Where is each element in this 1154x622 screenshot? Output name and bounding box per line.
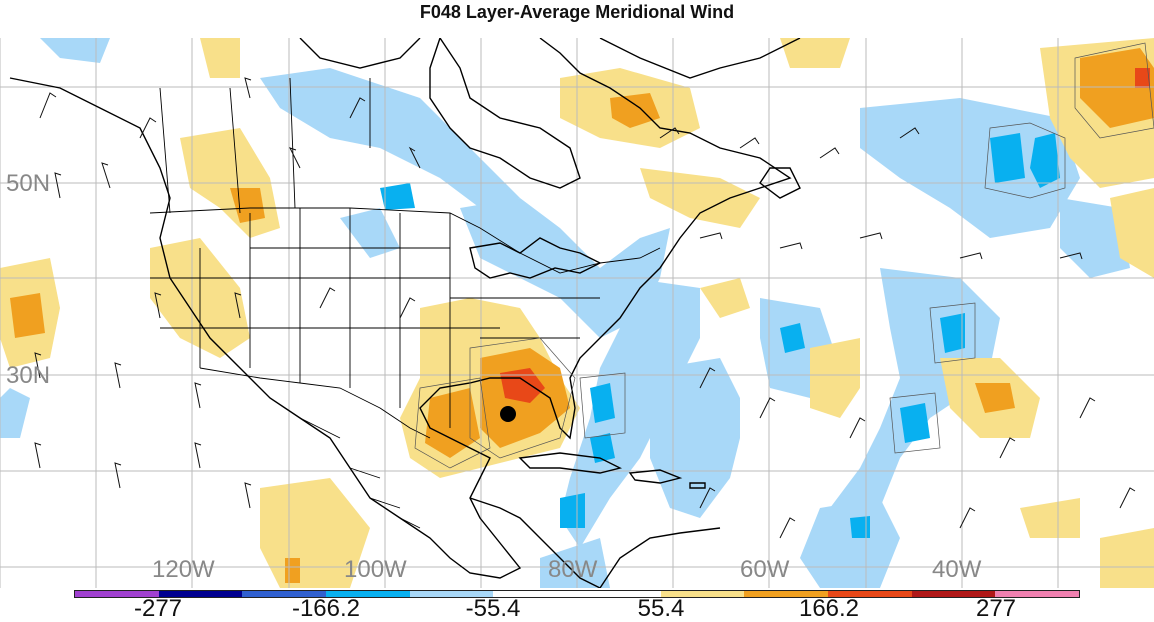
colorbar-segment-10 [911, 591, 996, 597]
shade-cyan-east-coast [590, 383, 615, 423]
lon-label-120w: 120W [152, 556, 215, 583]
colorbar-segment-4 [409, 591, 494, 597]
mexico-states [299, 417, 421, 529]
page-title: F048 Layer-Average Meridional Wind [419, 2, 735, 22]
arctic-islands [299, 38, 421, 69]
shade-yellow-labrador [640, 168, 760, 228]
colorbar-segment-6 [577, 591, 661, 597]
shade-blue-gulf-small [340, 208, 400, 258]
shade-blue-pacific [0, 388, 30, 438]
lon-label-60w: 60W [740, 556, 790, 583]
shade-yellow-nw [200, 38, 240, 78]
contour-lines [414, 42, 1154, 469]
coastlines [9, 38, 801, 588]
colorbar-segment-8 [744, 591, 829, 597]
shade-orange-hudson [610, 93, 660, 128]
north-america-outline [9, 38, 792, 579]
shading-layer [0, 38, 1154, 588]
hispaniola [628, 469, 683, 484]
shade-red-florida [500, 368, 545, 403]
shade-blue-south-central [540, 538, 610, 588]
province-lines [159, 77, 371, 214]
colorbar-segment-9 [828, 591, 912, 597]
lat-label-30n: 30N [6, 362, 51, 389]
shade-yellow-far-south [1100, 528, 1154, 588]
newfoundland [759, 167, 801, 199]
shade-blue-canada [260, 68, 520, 208]
shade-orange-central-atlantic [975, 383, 1015, 413]
colorbar-label-166: 166.2 [798, 595, 860, 622]
shade-yellow-small-north [780, 38, 850, 68]
shade-blue-ne-corner [1060, 198, 1130, 278]
shade-blue-great-lakes [460, 198, 670, 338]
shade-cyan-canada [380, 183, 415, 210]
lat-label-50n: 50N [6, 170, 51, 197]
colorbar-label-neg55: -55.4 [465, 595, 521, 622]
colorbar-label-neg166: -166.2 [291, 595, 361, 622]
shade-yellow-caribbean [700, 278, 750, 318]
colorbar-segment-3 [326, 591, 410, 597]
colorbar [74, 590, 1080, 598]
shade-orange-gulf-west [425, 388, 480, 458]
shade-cyan-north-atlantic [990, 133, 1025, 183]
state-lines-2 [150, 247, 600, 339]
lon-label-80w: 80W [548, 556, 598, 583]
map-panel[interactable]: 50N 30N 120W 100W 80W 60W 40W [0, 38, 1154, 588]
colorbar-label-55: 55.4 [637, 595, 685, 622]
shade-red-ne [1135, 68, 1150, 88]
great-lakes [469, 237, 602, 279]
shade-cyan-mid-atlantic [780, 323, 805, 353]
colorbar-label-277: 277 [975, 595, 1017, 622]
colorbar-segment-5 [493, 591, 578, 597]
hudson-bay [429, 38, 581, 189]
shade-orange-pacific [10, 293, 45, 338]
lon-label-100w: 100W [344, 556, 407, 583]
shade-cyan-bahamas [590, 433, 615, 463]
meridional-wind-map [0, 38, 1154, 588]
shade-blue-atlantic-south [800, 498, 900, 588]
south-america-coast [599, 527, 721, 588]
colorbar-segment-7 [660, 591, 745, 597]
graticule [0, 38, 1154, 588]
us-mexico-border [199, 367, 431, 439]
colorbar-segment-1 [158, 591, 243, 597]
shade-blue-east-coast [560, 278, 700, 548]
central-america [469, 497, 601, 588]
political-borders [149, 77, 661, 529]
colorbar-label-neg277: -277 [133, 595, 183, 622]
shade-cyan-caribbean [560, 493, 585, 528]
wind-barbs [34, 77, 1136, 539]
shade-blue-caribbean [650, 358, 740, 518]
shade-cyan-south-atlantic [900, 403, 930, 443]
greenland [599, 38, 801, 79]
shade-orange-mexico [285, 558, 300, 583]
shade-blue-atlantic-north [860, 98, 1080, 238]
cuba [518, 452, 623, 474]
shade-blue-arctic [40, 38, 110, 63]
puerto-rico [689, 482, 706, 489]
colorbar-segment-11 [995, 591, 1080, 597]
shade-yellow-mid-atlantic [810, 338, 860, 418]
storm-center-dot [500, 406, 516, 422]
colorbar-segment-0 [75, 591, 159, 597]
state-lines-1 [199, 208, 451, 428]
colorbar-segment-2 [242, 591, 327, 597]
shade-yellow-ne-edge [1110, 188, 1154, 278]
shade-yellow-south-atlantic [1020, 498, 1080, 538]
shade-cyan-north-atlantic-2 [1030, 133, 1060, 188]
shade-cyan-east-atlantic [940, 313, 965, 353]
shade-cyan-far-south [850, 516, 870, 538]
lon-label-40w: 40W [932, 556, 982, 583]
